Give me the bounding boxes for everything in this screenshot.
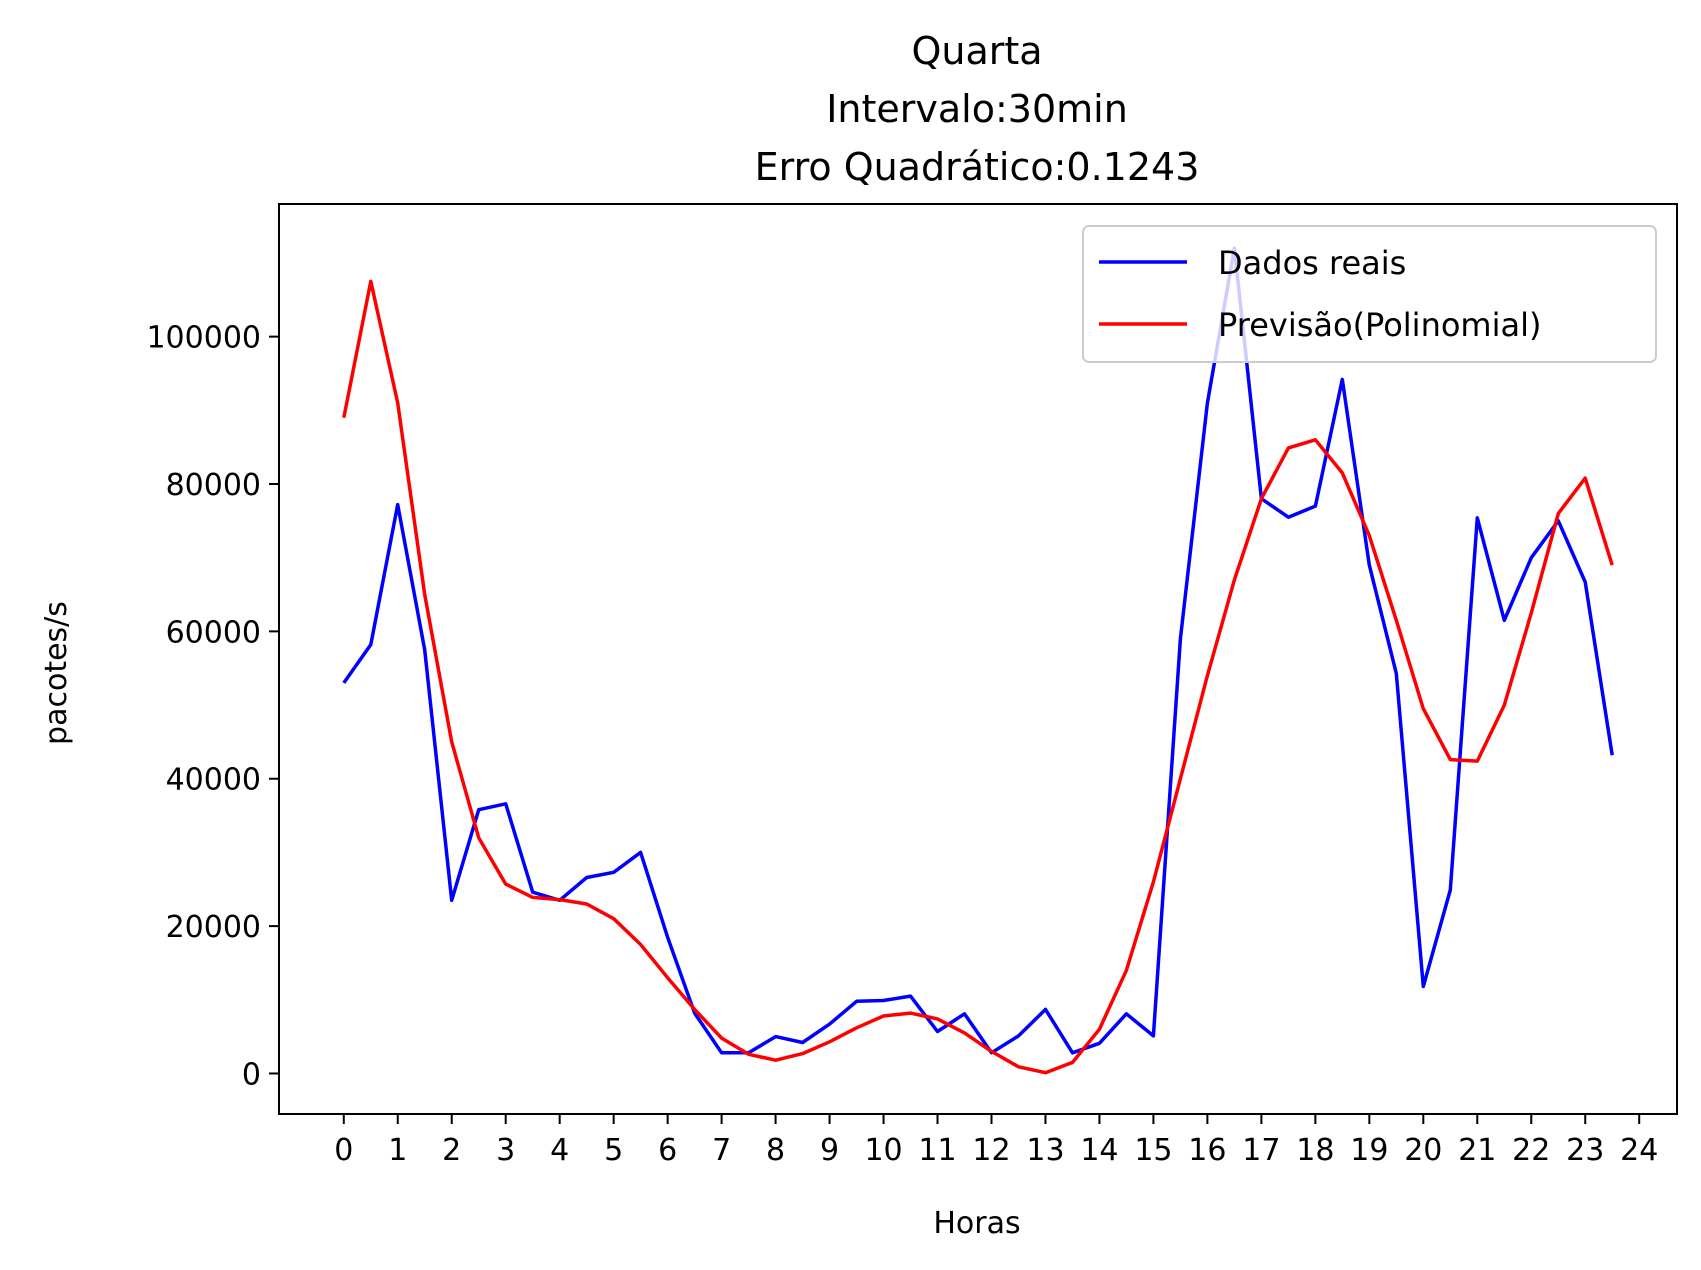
y-axis-label: pacotes/s (39, 601, 74, 745)
x-tick-label: 5 (604, 1133, 623, 1168)
legend-label-previsao: Previsão(Polinomial) (1218, 306, 1541, 344)
y-tick-label: 0 (242, 1057, 261, 1092)
x-tick-label: 9 (820, 1133, 839, 1168)
x-tick-label: 19 (1350, 1133, 1388, 1168)
title-line-2: Intervalo:30min (826, 87, 1128, 131)
x-tick-label: 15 (1134, 1133, 1172, 1168)
legend-label-dados-reais: Dados reais (1218, 244, 1406, 282)
title-line-1: Quarta (911, 29, 1042, 73)
x-tick-label: 10 (864, 1133, 902, 1168)
x-tick-label: 0 (334, 1133, 353, 1168)
x-tick-label: 11 (918, 1133, 956, 1168)
x-axis-label: Horas (933, 1206, 1020, 1241)
x-tick-label: 17 (1242, 1133, 1280, 1168)
title-line-3: Erro Quadrático:0.1243 (755, 145, 1200, 189)
axes-frame (278, 203, 1678, 1115)
x-tick-label: 4 (550, 1133, 569, 1168)
y-tick-label: 20000 (166, 910, 261, 945)
y-tick-label: 40000 (166, 763, 261, 798)
x-tick-label: 23 (1566, 1133, 1604, 1168)
plot-area: 0 1 2 3 4 5 6 7 8 9 10 11 12 13 14 15 16 17 18 19 20 21 22 23 24… (146, 203, 1678, 1168)
x-tick-label: 3 (496, 1133, 515, 1168)
legend: Dados reais Previsão(Polinomial) (1082, 225, 1657, 363)
x-tick-label: 21 (1458, 1133, 1496, 1168)
x-tick-label: 13 (1026, 1133, 1064, 1168)
x-tick-label: 1 (388, 1133, 407, 1168)
x-tick-label: 16 (1188, 1133, 1226, 1168)
chart-title: Quarta Intervalo:30min Erro Quadrático:0… (755, 29, 1200, 189)
legend-box (1082, 225, 1657, 363)
y-tick-label: 100000 (146, 321, 261, 356)
x-tick-label: 22 (1512, 1133, 1550, 1168)
y-tick-label: 80000 (166, 468, 261, 503)
x-tick-label: 20 (1404, 1133, 1442, 1168)
x-tick-label: 24 (1620, 1133, 1658, 1168)
series-line-1 (342, 279, 1614, 1075)
x-tick-label: 2 (442, 1133, 461, 1168)
x-tick-label: 7 (712, 1133, 731, 1168)
x-tick-label: 12 (972, 1133, 1010, 1168)
y-tick-label: 60000 (166, 615, 261, 650)
x-tick-label: 18 (1296, 1133, 1334, 1168)
x-tick-label: 14 (1080, 1133, 1118, 1168)
x-tick-label: 8 (766, 1133, 785, 1168)
x-tick-label: 6 (658, 1133, 677, 1168)
